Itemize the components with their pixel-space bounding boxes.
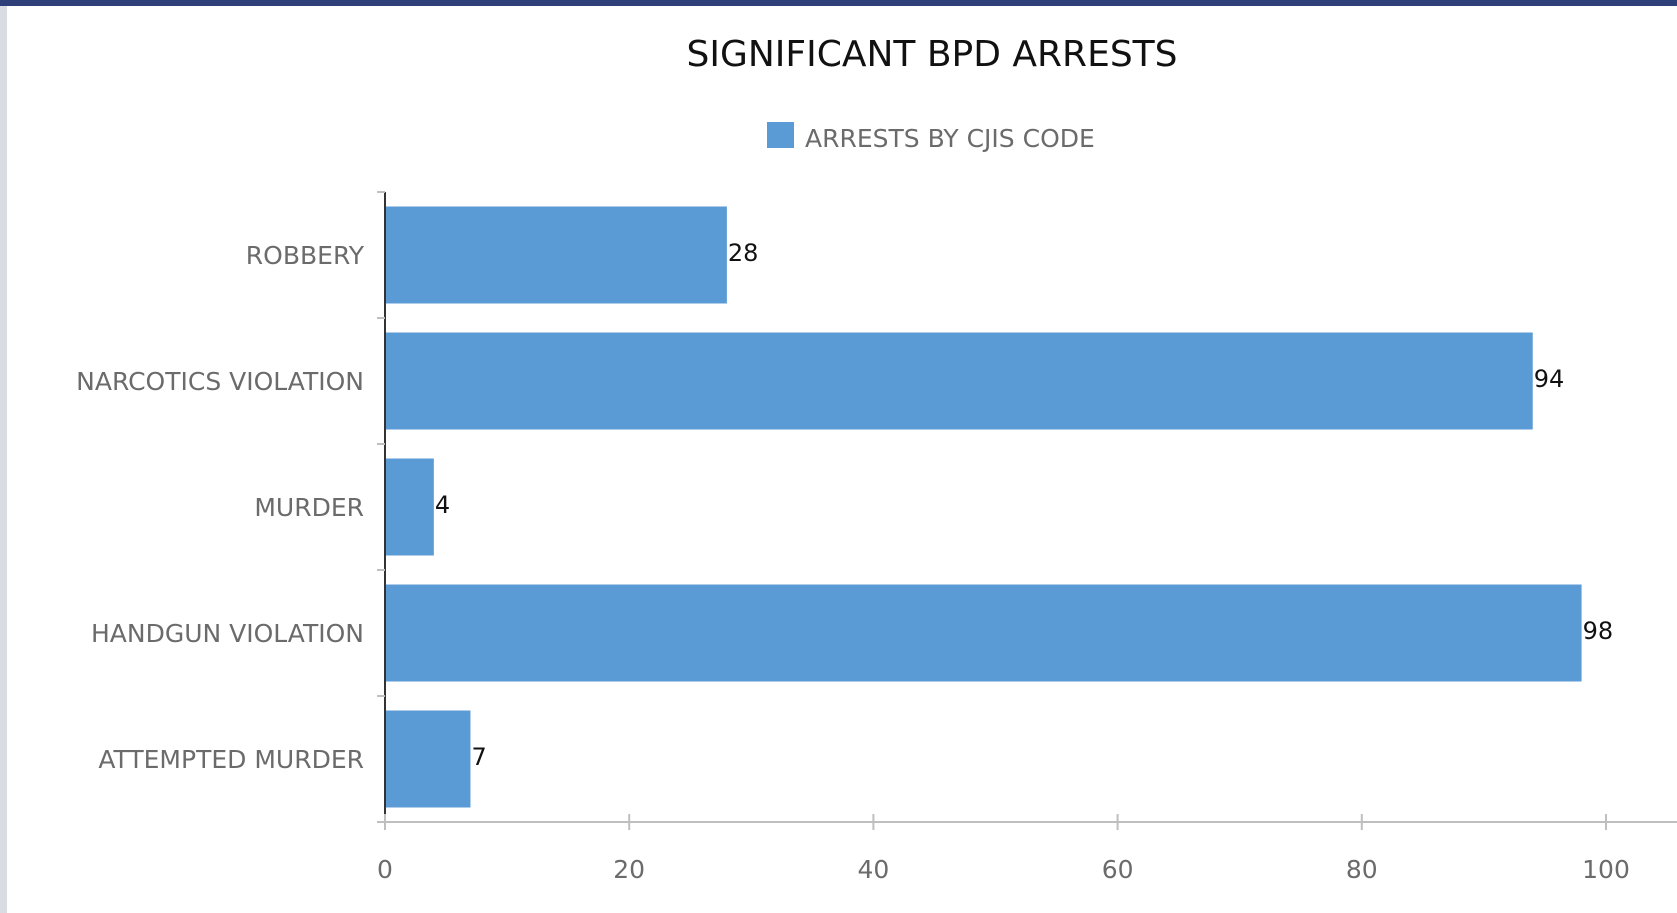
category-label-handgun-violation: HANDGUN VIOLATION — [91, 619, 364, 648]
data-label-narcotics-violation: 94 — [1534, 365, 1565, 393]
window-left-edge — [0, 6, 7, 913]
data-label-robbery: 28 — [728, 239, 759, 267]
legend-swatch — [767, 122, 794, 148]
data-label-murder: 4 — [435, 491, 450, 519]
category-label-robbery: ROBBERY — [246, 241, 365, 270]
bar-robbery — [385, 206, 727, 304]
legend-label: ARRESTS BY CJIS CODE — [805, 124, 1095, 153]
labels-layer: ROBBERY 28 NARCOTICS VIOLATION 94 MURDER 4 HAN… — [76, 239, 1630, 884]
axis-layer — [377, 191, 1677, 830]
value-tick-label: 80 — [1346, 855, 1378, 884]
category-label-narcotics-violation: NARCOTICS VIOLATION — [76, 367, 364, 396]
value-tick-label: 60 — [1102, 855, 1134, 884]
bar-murder — [385, 458, 434, 556]
value-tick-label: 0 — [377, 855, 393, 884]
category-label-attempted-murder: ATTEMPTED MURDER — [98, 745, 364, 774]
bar-attempted-murder — [385, 710, 471, 808]
data-label-handgun-violation: 98 — [1583, 617, 1614, 645]
category-label-murder: MURDER — [254, 493, 364, 522]
chart-title: SIGNIFICANT BPD ARRESTS — [686, 34, 1177, 75]
chart-panel — [7, 6, 1677, 913]
value-tick-label: 20 — [613, 855, 645, 884]
bars-layer — [385, 206, 1582, 808]
bar-narcotics-violation — [385, 332, 1533, 430]
bar-handgun-violation — [385, 584, 1582, 682]
legend: ARRESTS BY CJIS CODE — [767, 122, 1095, 153]
window-top-bar — [0, 0, 1677, 6]
value-tick-label: 100 — [1582, 855, 1630, 884]
value-tick-label: 40 — [857, 855, 889, 884]
data-label-attempted-murder: 7 — [471, 743, 486, 771]
